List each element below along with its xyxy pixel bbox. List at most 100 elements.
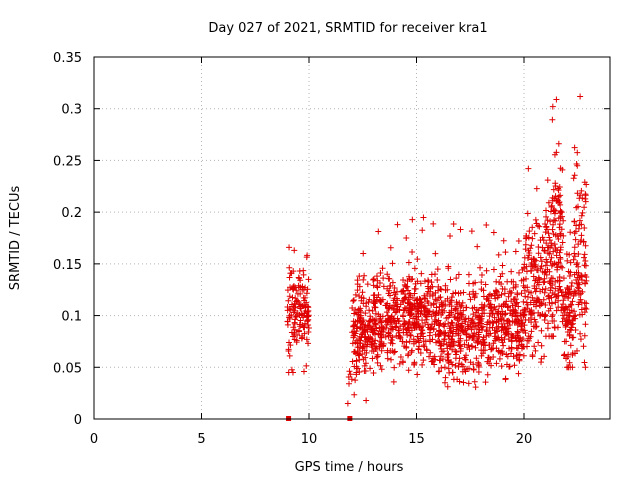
data-point — [571, 253, 578, 260]
data-point — [472, 313, 479, 320]
data-point — [294, 297, 301, 304]
data-point — [392, 291, 399, 298]
data-point — [499, 285, 506, 292]
data-point — [363, 343, 370, 350]
data-point — [375, 331, 382, 338]
data-point — [442, 329, 449, 336]
data-point — [389, 326, 396, 333]
data-point — [549, 282, 556, 289]
data-point — [546, 268, 553, 275]
data-point — [457, 343, 464, 350]
data-point — [502, 249, 509, 256]
data-point — [358, 294, 365, 301]
data-point — [554, 247, 561, 254]
data-point — [304, 252, 311, 259]
data-point — [352, 318, 359, 325]
data-point — [295, 298, 302, 305]
data-point — [577, 296, 584, 303]
data-point — [377, 328, 384, 335]
data-point — [378, 318, 385, 325]
data-point — [296, 328, 303, 335]
data-point — [583, 300, 590, 307]
data-point — [579, 311, 586, 318]
data-point — [581, 251, 588, 258]
data-point — [453, 349, 460, 356]
data-point — [567, 302, 574, 309]
plot-frame — [93, 56, 611, 420]
data-point — [367, 365, 374, 372]
data-point — [528, 328, 535, 335]
data-point — [517, 309, 524, 316]
data-point — [564, 257, 571, 264]
data-point — [533, 323, 540, 330]
data-point — [577, 192, 584, 199]
data-point — [535, 244, 542, 251]
data-point — [442, 374, 449, 381]
data-point — [407, 332, 414, 339]
data-point — [563, 291, 570, 298]
data-point — [376, 297, 383, 304]
data-point — [458, 302, 465, 309]
data-point — [469, 334, 476, 341]
data-point — [465, 280, 472, 287]
data-point — [547, 305, 554, 312]
data-point — [284, 304, 291, 311]
data-point — [373, 354, 380, 361]
data-point — [442, 282, 449, 289]
data-point — [372, 345, 379, 352]
data-point — [581, 332, 588, 339]
data-point — [447, 232, 454, 239]
data-point — [553, 149, 560, 156]
data-point — [408, 347, 415, 354]
data-point — [582, 257, 589, 264]
data-point — [511, 296, 518, 303]
data-point — [370, 275, 377, 282]
data-point — [570, 313, 577, 320]
y-tick-label: 0.2 — [61, 206, 82, 221]
data-point — [444, 351, 451, 358]
data-point — [458, 312, 465, 319]
data-point — [354, 344, 361, 351]
data-point — [385, 275, 392, 282]
data-point — [552, 278, 559, 285]
x-tick-label: 20 — [516, 432, 533, 447]
data-point — [365, 334, 372, 341]
data-point — [413, 297, 420, 304]
data-point — [349, 358, 356, 365]
data-point — [567, 269, 574, 276]
data-point — [567, 259, 574, 266]
data-point — [482, 281, 489, 288]
data-point — [406, 275, 413, 282]
data-point — [537, 254, 544, 261]
data-point — [370, 292, 377, 299]
data-point — [424, 283, 431, 290]
data-point — [571, 144, 578, 151]
data-point — [384, 285, 391, 292]
data-point — [514, 291, 521, 298]
data-point — [490, 340, 497, 347]
data-point — [538, 359, 545, 366]
data-point — [501, 336, 508, 343]
data-point — [388, 337, 395, 344]
data-point — [505, 330, 512, 337]
tick-labels: 0 5 10 15 20 0 0.05 0.1 0.15 0.2 0.25 0.3 0.35 — [53, 51, 532, 447]
data-point — [351, 310, 358, 317]
data-point — [487, 356, 494, 363]
data-point — [553, 307, 560, 314]
data-point — [350, 334, 357, 341]
data-point — [447, 299, 454, 306]
data-point — [524, 337, 531, 344]
data-point — [545, 292, 552, 299]
data-point — [353, 363, 360, 370]
data-point — [549, 275, 556, 282]
data-point — [533, 285, 540, 292]
data-point — [382, 333, 389, 340]
data-point — [490, 266, 497, 273]
data-point — [423, 347, 430, 354]
data-point — [560, 217, 567, 224]
data-point — [543, 213, 550, 220]
data-point — [533, 185, 540, 192]
data-point — [489, 310, 496, 317]
data-point — [571, 290, 578, 297]
data-point — [561, 309, 568, 316]
